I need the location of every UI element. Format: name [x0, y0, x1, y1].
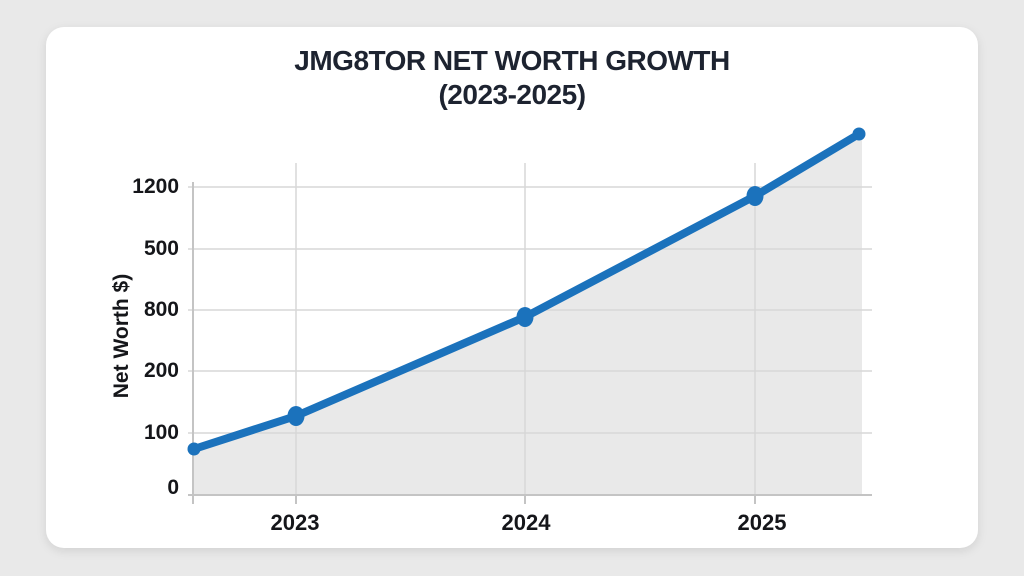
chart-title-line2: (2023-2025) [438, 79, 586, 110]
y-tick-label: 100 [143, 421, 179, 444]
y-tick-label: 1200 [132, 175, 179, 198]
x-tick-label: 2025 [737, 510, 787, 535]
x-tick-label: 2023 [270, 510, 320, 535]
y-tick-label: 500 [143, 237, 179, 260]
y-tick-label: 800 [143, 298, 179, 321]
y-axis-title: Net Worth $) [110, 273, 133, 399]
chart-title-line1: JMG8TOR NET WORTH GROWTH [294, 45, 730, 76]
chart-title: JMG8TOR NET WORTH GROWTH (2023-2025) [46, 44, 978, 112]
x-tick-label: 2024 [501, 510, 551, 535]
y-tick-label: 200 [143, 359, 179, 382]
y-tick-label: 0 [167, 476, 179, 499]
